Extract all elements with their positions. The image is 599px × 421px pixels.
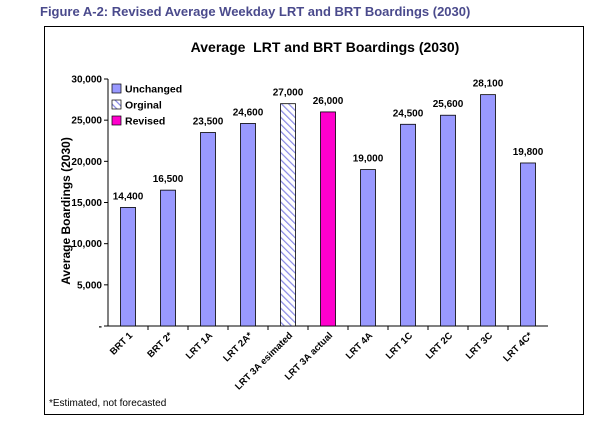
- y-tick-label: 25,000: [71, 116, 102, 127]
- y-tick-label: 20,000: [71, 157, 102, 168]
- data-label: 24,600: [233, 107, 264, 118]
- x-tick-label: LRT 1C: [384, 330, 415, 361]
- y-tick-label: 15,000: [71, 198, 102, 209]
- data-label: 24,500: [393, 108, 424, 119]
- bar: [200, 132, 216, 327]
- legend-label: Revised: [125, 116, 165, 128]
- y-tick-label: -: [99, 322, 102, 333]
- footnote: *Estimated, not forecasted: [49, 398, 167, 409]
- x-tick-label: LRT 4A: [344, 330, 375, 361]
- data-label: 14,400: [113, 191, 144, 202]
- data-label: 25,600: [433, 99, 464, 110]
- y-axis-label: Average Boardings (2030): [59, 137, 73, 285]
- legend-swatch: [111, 83, 122, 94]
- x-tick-label: LRT 2C: [424, 330, 455, 361]
- data-label: 23,500: [193, 117, 224, 128]
- data-label: 28,100: [473, 79, 504, 90]
- x-tick-label: LRT 2A*: [221, 330, 255, 364]
- data-label: 19,800: [513, 147, 544, 158]
- legend-label: Unchanged: [125, 84, 182, 96]
- bar: [120, 207, 136, 327]
- y-tick-label: 5,000: [77, 280, 102, 291]
- x-tick-label: BRT 1: [108, 330, 136, 358]
- data-label: 26,000: [313, 96, 344, 107]
- bar: [360, 169, 376, 327]
- bar: [400, 123, 416, 327]
- data-label: 19,000: [353, 154, 384, 165]
- x-tick-label: LRT 3C: [464, 330, 495, 361]
- plot-area: - 5,000 10,000 15,000 20,000 25,000 30,000 14,4…: [71, 75, 548, 392]
- bar: [280, 103, 296, 327]
- y-tick-label: 10,000: [71, 239, 102, 250]
- data-label: 16,500: [153, 174, 184, 185]
- x-tick-label: BRT 2*: [145, 330, 175, 360]
- bar: [520, 162, 536, 327]
- bar: [240, 123, 256, 327]
- y-tick-label: 30,000: [71, 75, 102, 86]
- legend-swatch: [111, 99, 122, 110]
- bar: [320, 111, 336, 327]
- bar: [440, 114, 456, 327]
- legend-label: Orginal: [125, 100, 162, 112]
- chart-title: Average LRT and BRT Boardings (2030): [191, 39, 460, 55]
- data-label: 27,000: [273, 88, 304, 99]
- bar: [480, 94, 496, 327]
- x-tick-label: LRT 4C*: [501, 330, 535, 364]
- bar: [160, 189, 176, 327]
- legend-swatch: [111, 115, 122, 126]
- figure-caption: Figure A-2: Revised Average Weekday LRT …: [40, 4, 471, 19]
- x-tick-label: LRT 1A: [184, 330, 215, 361]
